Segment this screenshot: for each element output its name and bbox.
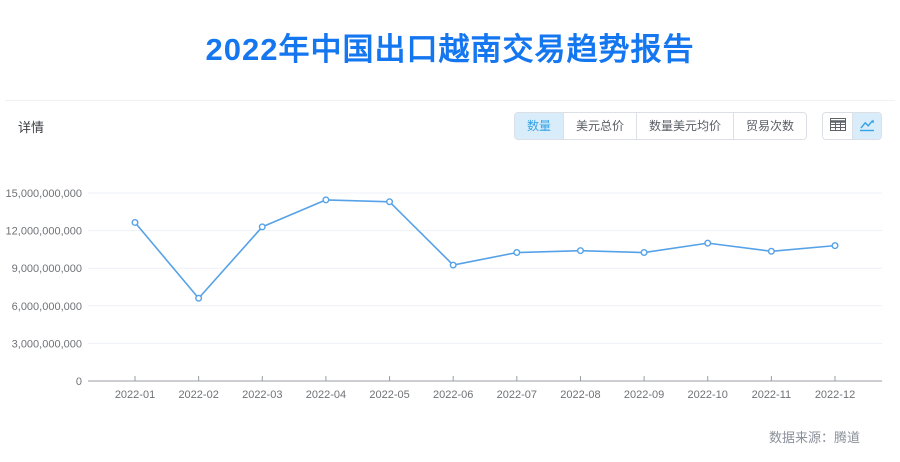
tab-usd-avg[interactable]: 数量美元均价 (635, 113, 733, 139)
section-divider (5, 100, 895, 101)
trend-line-chart: 0 3,000,000,000 6,000,000,000 9,000,000,000… (6, 188, 882, 401)
svg-text:3,000,000,000: 3,000,000,000 (12, 338, 82, 350)
svg-text:2022-09: 2022-09 (624, 389, 664, 401)
svg-text:2022-05: 2022-05 (369, 389, 409, 401)
line-chart-icon (859, 118, 875, 135)
svg-text:2022-12: 2022-12 (815, 389, 855, 401)
tab-trade-count[interactable]: 贸易次数 (732, 113, 806, 139)
svg-text:2022-11: 2022-11 (752, 389, 792, 401)
svg-text:0: 0 (76, 376, 82, 388)
table-icon (829, 118, 846, 134)
svg-text:2022-08: 2022-08 (560, 389, 600, 401)
svg-text:2022-04: 2022-04 (306, 389, 346, 401)
line-chart-view-button[interactable] (852, 113, 881, 139)
svg-text:2022-10: 2022-10 (688, 389, 728, 401)
metric-tab-group: 数量 美元总价 数量美元均价 贸易次数 (513, 112, 807, 140)
view-toggle-group (822, 112, 882, 140)
data-source: 数据来源：腾道 (768, 430, 860, 445)
svg-text:2022-06: 2022-06 (433, 389, 473, 401)
svg-text:2022-02: 2022-02 (178, 389, 218, 401)
tab-quantity[interactable]: 数量 (514, 113, 563, 139)
svg-text:2022-07: 2022-07 (497, 389, 537, 401)
chart-controls: 数量 美元总价 数量美元均价 贸易次数 (513, 112, 882, 140)
svg-text:2022-03: 2022-03 (242, 389, 282, 401)
page-title: 2022年中国出口越南交易趋势报告 (205, 32, 695, 67)
svg-text:2022-01: 2022-01 (115, 389, 155, 401)
section-label: 详情 (18, 119, 45, 135)
svg-text:6,000,000,000: 6,000,000,000 (12, 301, 82, 313)
table-view-button[interactable] (823, 113, 852, 139)
svg-text:15,000,000,000: 15,000,000,000 (6, 188, 82, 200)
tab-usd-total[interactable]: 美元总价 (562, 113, 636, 139)
svg-text:12,000,000,000: 12,000,000,000 (6, 226, 82, 238)
svg-text:9,000,000,000: 9,000,000,000 (12, 263, 82, 275)
toolbar: 详情 数量 美元总价 数量美元均价 贸易次数 (18, 112, 882, 140)
